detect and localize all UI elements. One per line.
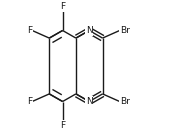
Text: F: F	[27, 26, 32, 35]
Text: F: F	[60, 121, 65, 129]
Text: F: F	[60, 3, 65, 11]
Text: Br: Br	[120, 97, 130, 106]
Text: N: N	[86, 97, 93, 106]
Text: F: F	[27, 97, 32, 106]
Text: Br: Br	[120, 26, 130, 35]
Text: N: N	[86, 26, 93, 35]
